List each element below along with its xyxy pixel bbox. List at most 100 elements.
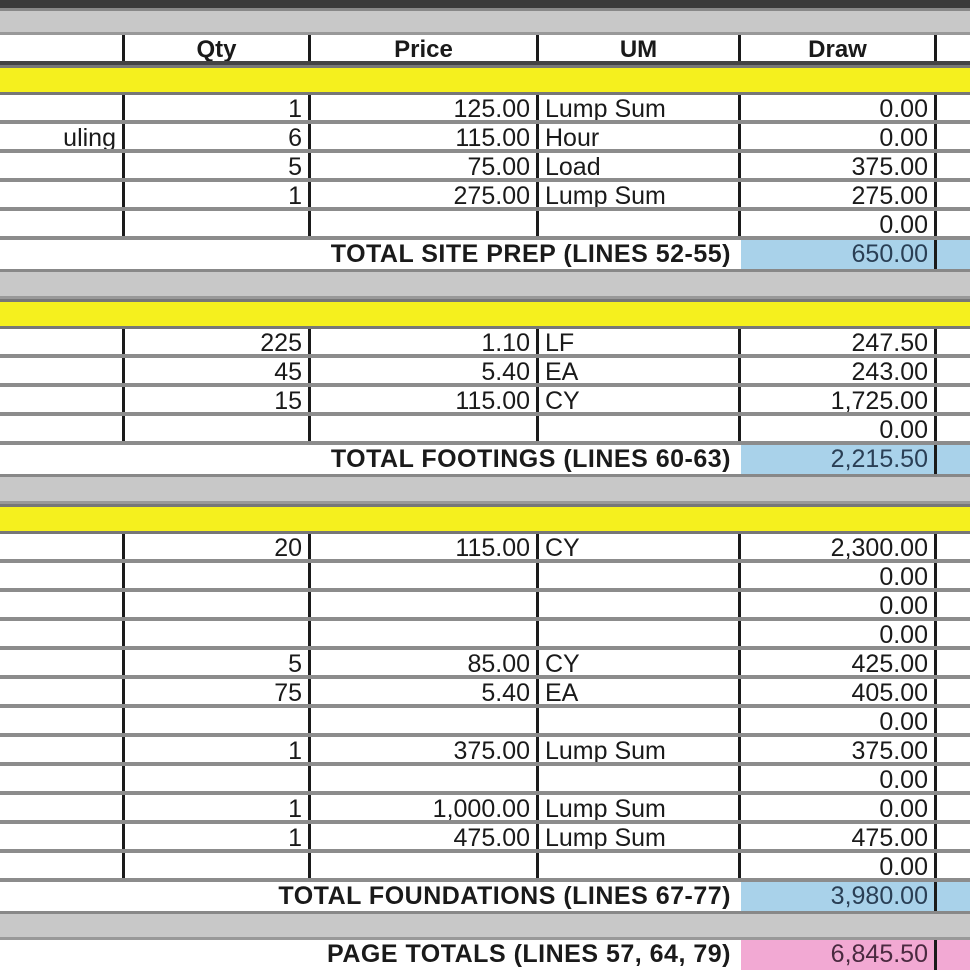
price-cell[interactable]: 125.00 (311, 95, 539, 120)
extra-cell[interactable] (937, 650, 970, 675)
description-cell[interactable] (0, 795, 125, 820)
price-cell[interactable] (311, 621, 539, 646)
price-cell[interactable] (311, 708, 539, 733)
qty-cell[interactable]: 5 (125, 153, 311, 178)
um-cell[interactable] (539, 766, 741, 791)
qty-cell[interactable] (125, 563, 311, 588)
description-cell[interactable] (0, 358, 125, 383)
draw-cell[interactable]: 425.00 (741, 650, 937, 675)
extra-cell[interactable] (937, 824, 970, 849)
draw-cell[interactable]: 247.50 (741, 329, 937, 354)
extra-cell[interactable] (937, 95, 970, 120)
description-cell[interactable] (0, 853, 125, 878)
qty-cell[interactable]: 15 (125, 387, 311, 412)
extra-cell[interactable] (937, 153, 970, 178)
price-cell[interactable] (311, 592, 539, 617)
um-cell[interactable] (539, 853, 741, 878)
price-cell[interactable]: 85.00 (311, 650, 539, 675)
um-cell[interactable]: Hour (539, 124, 741, 149)
price-cell[interactable]: 115.00 (311, 124, 539, 149)
description-cell[interactable] (0, 534, 125, 559)
draw-cell[interactable]: 475.00 (741, 824, 937, 849)
extra-cell[interactable] (937, 358, 970, 383)
price-cell[interactable]: 75.00 (311, 153, 539, 178)
description-cell[interactable] (0, 182, 125, 207)
description-cell[interactable] (0, 95, 125, 120)
description-cell[interactable] (0, 592, 125, 617)
extra-cell[interactable] (937, 534, 970, 559)
description-cell[interactable] (0, 416, 125, 441)
qty-cell[interactable]: 1 (125, 795, 311, 820)
extra-cell[interactable] (937, 124, 970, 149)
description-cell[interactable] (0, 650, 125, 675)
draw-cell[interactable]: 375.00 (741, 737, 937, 762)
price-cell[interactable] (311, 853, 539, 878)
extra-cell[interactable] (937, 766, 970, 791)
qty-cell[interactable]: 6 (125, 124, 311, 149)
extra-cell[interactable] (937, 329, 970, 354)
qty-cell[interactable] (125, 853, 311, 878)
description-cell[interactable]: uling (0, 124, 125, 149)
um-cell[interactable]: EA (539, 358, 741, 383)
price-cell[interactable] (311, 211, 539, 236)
um-cell[interactable] (539, 211, 741, 236)
extra-cell[interactable] (937, 182, 970, 207)
description-cell[interactable] (0, 211, 125, 236)
price-cell[interactable]: 375.00 (311, 737, 539, 762)
extra-cell[interactable] (937, 708, 970, 733)
qty-cell[interactable]: 1 (125, 182, 311, 207)
um-cell[interactable]: Lump Sum (539, 824, 741, 849)
um-cell[interactable]: Lump Sum (539, 737, 741, 762)
description-cell[interactable] (0, 153, 125, 178)
draw-cell[interactable]: 275.00 (741, 182, 937, 207)
um-cell[interactable] (539, 416, 741, 441)
description-cell[interactable] (0, 621, 125, 646)
qty-cell[interactable] (125, 766, 311, 791)
um-cell[interactable]: Lump Sum (539, 95, 741, 120)
price-cell[interactable]: 5.40 (311, 358, 539, 383)
extra-cell[interactable] (937, 211, 970, 236)
draw-cell[interactable]: 0.00 (741, 416, 937, 441)
draw-cell[interactable]: 243.00 (741, 358, 937, 383)
um-cell[interactable]: CY (539, 534, 741, 559)
price-cell[interactable]: 115.00 (311, 387, 539, 412)
qty-cell[interactable] (125, 416, 311, 441)
um-cell[interactable]: CY (539, 387, 741, 412)
draw-cell[interactable]: 0.00 (741, 124, 937, 149)
um-cell[interactable] (539, 708, 741, 733)
draw-cell[interactable]: 0.00 (741, 592, 937, 617)
extra-cell[interactable] (937, 679, 970, 704)
extra-cell[interactable] (937, 387, 970, 412)
description-cell[interactable] (0, 737, 125, 762)
qty-cell[interactable]: 75 (125, 679, 311, 704)
description-cell[interactable] (0, 563, 125, 588)
price-cell[interactable]: 1.10 (311, 329, 539, 354)
extra-cell[interactable] (937, 853, 970, 878)
price-cell[interactable]: 1,000.00 (311, 795, 539, 820)
description-cell[interactable] (0, 387, 125, 412)
description-cell[interactable] (0, 766, 125, 791)
qty-cell[interactable]: 1 (125, 737, 311, 762)
draw-cell[interactable]: 0.00 (741, 621, 937, 646)
draw-cell[interactable]: 405.00 (741, 679, 937, 704)
description-cell[interactable] (0, 329, 125, 354)
qty-cell[interactable]: 5 (125, 650, 311, 675)
price-cell[interactable]: 275.00 (311, 182, 539, 207)
um-cell[interactable]: Load (539, 153, 741, 178)
description-cell[interactable] (0, 824, 125, 849)
qty-cell[interactable] (125, 621, 311, 646)
price-cell[interactable]: 475.00 (311, 824, 539, 849)
description-cell[interactable] (0, 679, 125, 704)
um-cell[interactable]: CY (539, 650, 741, 675)
draw-cell[interactable]: 0.00 (741, 853, 937, 878)
extra-cell[interactable] (937, 795, 970, 820)
price-cell[interactable]: 5.40 (311, 679, 539, 704)
draw-cell[interactable]: 0.00 (741, 795, 937, 820)
draw-cell[interactable]: 0.00 (741, 563, 937, 588)
draw-cell[interactable]: 0.00 (741, 95, 937, 120)
price-cell[interactable] (311, 766, 539, 791)
price-cell[interactable] (311, 563, 539, 588)
qty-cell[interactable]: 225 (125, 329, 311, 354)
price-cell[interactable]: 115.00 (311, 534, 539, 559)
qty-cell[interactable]: 45 (125, 358, 311, 383)
